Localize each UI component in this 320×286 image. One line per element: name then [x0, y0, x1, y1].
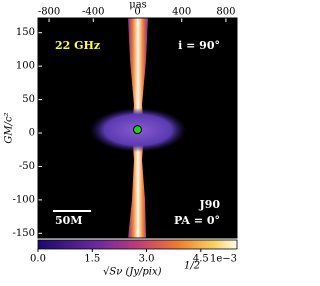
x-axis-label: μas: [129, 0, 147, 11]
y-tick-label: 150: [16, 27, 35, 38]
y-tick-label: -50: [19, 161, 35, 172]
colorbar-tick-label: 0.0: [30, 254, 46, 265]
annotation: J90: [198, 198, 220, 211]
colorbar-tick-label: 3.0: [139, 254, 155, 265]
image-panel: [38, 18, 237, 238]
y-tick-label: 50: [22, 94, 35, 105]
y-axis-label: GM/c²: [4, 112, 15, 143]
colorbar-label: √Sν (Jy/pix): [103, 267, 162, 278]
marker: [133, 125, 142, 135]
annotation: PA = 0°: [174, 214, 220, 227]
x-tick-label: -800: [38, 7, 60, 18]
annotation: 22 GHz: [55, 39, 100, 52]
colorbar-label-power: 1/2: [184, 261, 200, 272]
panel-frame: [37, 17, 238, 239]
x-tick-label: 0: [134, 7, 140, 18]
y-tick-label: -100: [13, 194, 35, 205]
colorbar: [37, 239, 238, 250]
x-tick-label: -400: [82, 7, 104, 18]
x-tick-label: 400: [172, 7, 191, 18]
x-tick-label: 800: [216, 7, 235, 18]
y-tick-label: -150: [13, 228, 35, 239]
colorbar-offset-label: 1e−3: [210, 254, 237, 265]
annotation: 50M: [55, 214, 82, 227]
colorbar-tick-label: 1.5: [84, 254, 100, 265]
colorbar-tick-label: 4.5: [193, 254, 209, 265]
y-tick-label: 100: [16, 61, 35, 72]
chart: μas GM/c² -800 -400 0 400 800 -150 -100 -50 0 50 1…: [4, 0, 238, 278]
annotation: i = 90°: [178, 39, 220, 52]
y-tick-label: 0: [29, 128, 35, 139]
